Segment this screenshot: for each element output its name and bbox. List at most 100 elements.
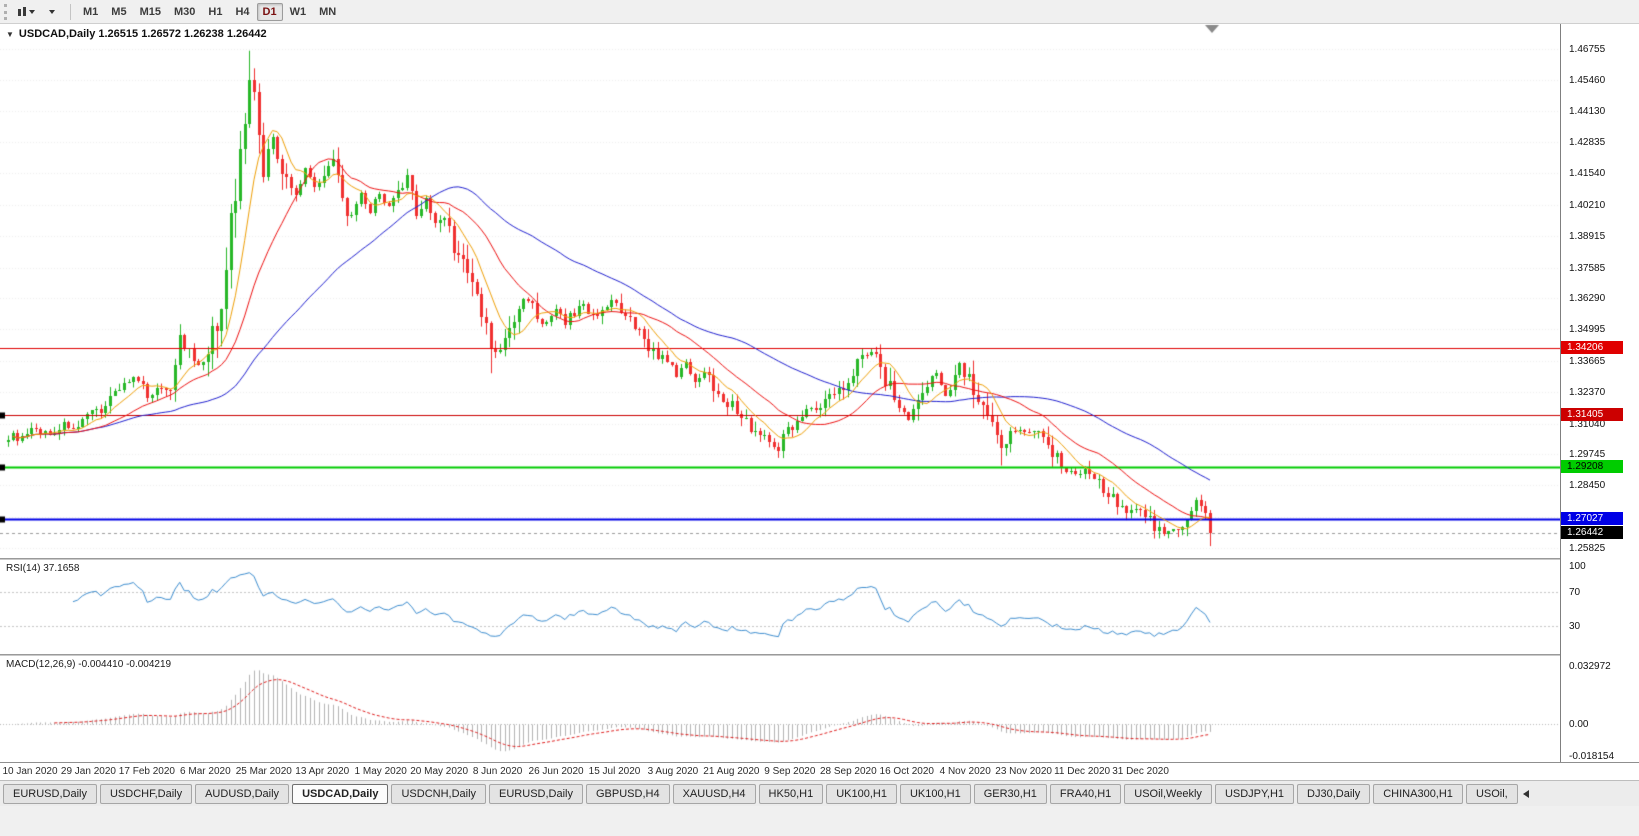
- tab-usoil[interactable]: USOil,: [1465, 783, 1518, 804]
- date-tick-label: 4 Nov 2020: [939, 766, 991, 777]
- price-line-badge: 1.34206: [1561, 341, 1623, 355]
- rsi-canvas[interactable]: [0, 560, 1560, 654]
- tab-scroll-left-icon[interactable]: [1522, 789, 1529, 798]
- timeframe-button-group: M1 M5 M15 M30 H1 H4 D1 W1 MN: [77, 2, 342, 21]
- price-axis[interactable]: 1.46755 1.45460 1.44130 1.42835 1.41540 1.402…: [1560, 24, 1639, 762]
- macd-tick-label: -0.018154: [1569, 750, 1615, 762]
- panel-separator[interactable]: [0, 654, 1639, 656]
- tab-audusd-daily[interactable]: AUDUSD,Daily: [195, 783, 290, 804]
- macd-panel: MACD(12,26,9) -0.004410 -0.004219: [0, 656, 1639, 762]
- tab-dj30-daily[interactable]: DJ30,Daily: [1297, 783, 1371, 804]
- tab-xauusd-h4[interactable]: XAUUSD,H4: [672, 783, 756, 804]
- chart-ohlc-text: USDCAD,Daily 1.26515 1.26572 1.26238 1.2…: [18, 28, 267, 40]
- tab-china300-h1[interactable]: CHINA300,H1: [1373, 783, 1463, 804]
- date-tick-label: 16 Oct 2020: [879, 766, 934, 777]
- rsi-tick-label: 100: [1569, 561, 1586, 572]
- price-tick-label: 1.34995: [1569, 324, 1606, 336]
- price-tick-label: 1.44130: [1569, 106, 1606, 118]
- date-tick-label: 11 Dec 2020: [1054, 766, 1111, 777]
- timeframe-h4-button[interactable]: H4: [235, 5, 250, 18]
- price-line-badge: 1.31405: [1561, 407, 1623, 421]
- date-tick-label: 21 Aug 2020: [703, 766, 760, 777]
- price-tick-label: 1.45460: [1569, 74, 1606, 86]
- price-tick-label: 1.37585: [1569, 262, 1606, 274]
- price-tick-label: 1.42835: [1569, 137, 1606, 149]
- price-tick-label: 1.40210: [1569, 199, 1606, 211]
- date-tick-label: 26 Jun 2020: [528, 766, 584, 777]
- macd-canvas[interactable]: [0, 656, 1560, 762]
- chevron-down-icon: [29, 9, 35, 14]
- symbol-collapse-icon[interactable]: ▼: [6, 29, 14, 39]
- price-tick-label: 1.29745: [1569, 449, 1606, 461]
- price-tick-label: 1.33665: [1569, 355, 1606, 367]
- date-tick-label: 1 May 2020: [354, 766, 407, 777]
- toolbar-grip[interactable]: [4, 3, 9, 20]
- macd-tick-label: 0.032972: [1569, 661, 1611, 672]
- timeframe-m15-button[interactable]: M15: [139, 5, 161, 18]
- chart-header: ▼ USDCAD,Daily 1.26515 1.26572 1.26238 1…: [6, 28, 267, 40]
- date-tick-label: 3 Aug 2020: [647, 766, 699, 777]
- date-tick-label: 28 Sep 2020: [819, 766, 877, 777]
- tab-usoil-weekly[interactable]: USOil,Weekly: [1124, 783, 1212, 804]
- tab-eurusd-daily[interactable]: EURUSD,Daily: [489, 783, 583, 804]
- tab-hk50-h1[interactable]: HK50,H1: [758, 783, 824, 804]
- timeframe-m1-button[interactable]: M1: [83, 5, 99, 18]
- macd-tick-label: 0.00: [1569, 719, 1589, 730]
- price-tick-label: 1.28450: [1569, 480, 1606, 492]
- date-tick-label: 23 Nov 2020: [995, 766, 1052, 777]
- price-tick-label: 1.36290: [1569, 293, 1606, 305]
- timeframes-toolbar: M1 M5 M15 M30 H1 H4 D1 W1 MN: [0, 0, 1639, 24]
- tab-uk100-h1[interactable]: UK100,H1: [826, 783, 897, 804]
- tab-fra40-h1[interactable]: FRA40,H1: [1049, 783, 1122, 804]
- macd-label: MACD(12,26,9) -0.004410 -0.004219: [6, 659, 172, 670]
- date-tick-label: 8 Jun 2020: [472, 766, 523, 777]
- tab-usdcnh-daily[interactable]: USDCNH,Daily: [391, 783, 487, 804]
- timeframe-h1-button[interactable]: H1: [208, 5, 223, 18]
- tab-ger30-h1[interactable]: GER30,H1: [973, 783, 1047, 804]
- timeframe-w1-button[interactable]: W1: [289, 5, 307, 18]
- date-tick-label: 13 Apr 2020: [295, 766, 350, 777]
- date-tick-label: 9 Sep 2020: [764, 766, 816, 777]
- price-line-badge: 1.27027: [1561, 512, 1623, 526]
- tab-eurusd-daily[interactable]: EURUSD,Daily: [3, 783, 97, 804]
- date-tick-label: 25 Mar 2020: [235, 766, 292, 777]
- current-price-badge: 1.26442: [1561, 526, 1623, 540]
- price-tick-label: 1.41540: [1569, 168, 1606, 180]
- date-tick-label: 6 Mar 2020: [180, 766, 231, 777]
- price-tick-label: 1.31040: [1569, 418, 1606, 430]
- tab-usdcad-daily[interactable]: USDCAD,Daily: [292, 783, 389, 804]
- date-tick-label: 17 Feb 2020: [118, 766, 175, 777]
- templates-dropdown-button[interactable]: [40, 3, 64, 21]
- date-tick-label: 29 Jan 2020: [60, 766, 116, 777]
- price-line-badge: 1.29208: [1561, 460, 1623, 474]
- rsi-tick-label: 70: [1569, 586, 1581, 598]
- candlestick-icon: [17, 6, 27, 18]
- rsi-panel: RSI(14) 37.1658: [0, 560, 1639, 654]
- tab-usdjpy-h1[interactable]: USDJPY,H1: [1214, 783, 1295, 804]
- date-axis[interactable]: 10 Jan 2020 29 Jan 2020 17 Feb 2020 6 Mar 2…: [0, 762, 1639, 780]
- toolbar-separator: [70, 3, 71, 20]
- chart-type-dropdown-button[interactable]: [14, 3, 38, 21]
- chevron-down-icon: [49, 9, 55, 14]
- date-tick-label: 20 May 2020: [410, 766, 469, 777]
- price-chart-canvas[interactable]: [0, 24, 1560, 558]
- panel-separator[interactable]: [0, 558, 1639, 560]
- price-tick-label: 1.25825: [1569, 542, 1606, 554]
- timeframe-m5-button[interactable]: M5: [111, 5, 127, 18]
- tab-usdchf-daily[interactable]: USDCHF,Daily: [99, 783, 193, 804]
- chart-tabs-bar: EURUSD,Daily USDCHF,Daily AUDUSD,Daily USDC…: [0, 780, 1639, 806]
- tab-uk100-h1[interactable]: UK100,H1: [899, 783, 971, 804]
- rsi-tick-label: 30: [1569, 621, 1581, 633]
- date-tick-label: 10 Jan 2020: [2, 766, 58, 777]
- main-chart-panel: ▼ USDCAD,Daily 1.26515 1.26572 1.26238 1…: [0, 24, 1639, 558]
- chart-stack: ▼ USDCAD,Daily 1.26515 1.26572 1.26238 1…: [0, 24, 1639, 780]
- date-tick-label: 31 Dec 2020: [1112, 766, 1169, 777]
- rsi-label: RSI(14) 37.1658: [6, 563, 80, 574]
- timeframe-m30-button[interactable]: M30: [173, 5, 196, 18]
- timeframe-d1-button[interactable]: D1: [256, 2, 283, 21]
- tab-gbpusd-h4[interactable]: GBPUSD,H4: [586, 783, 670, 804]
- date-tick-label: 15 Jul 2020: [588, 766, 641, 777]
- timeframe-mn-button[interactable]: MN: [319, 5, 337, 18]
- price-tick-label: 1.46755: [1569, 43, 1606, 55]
